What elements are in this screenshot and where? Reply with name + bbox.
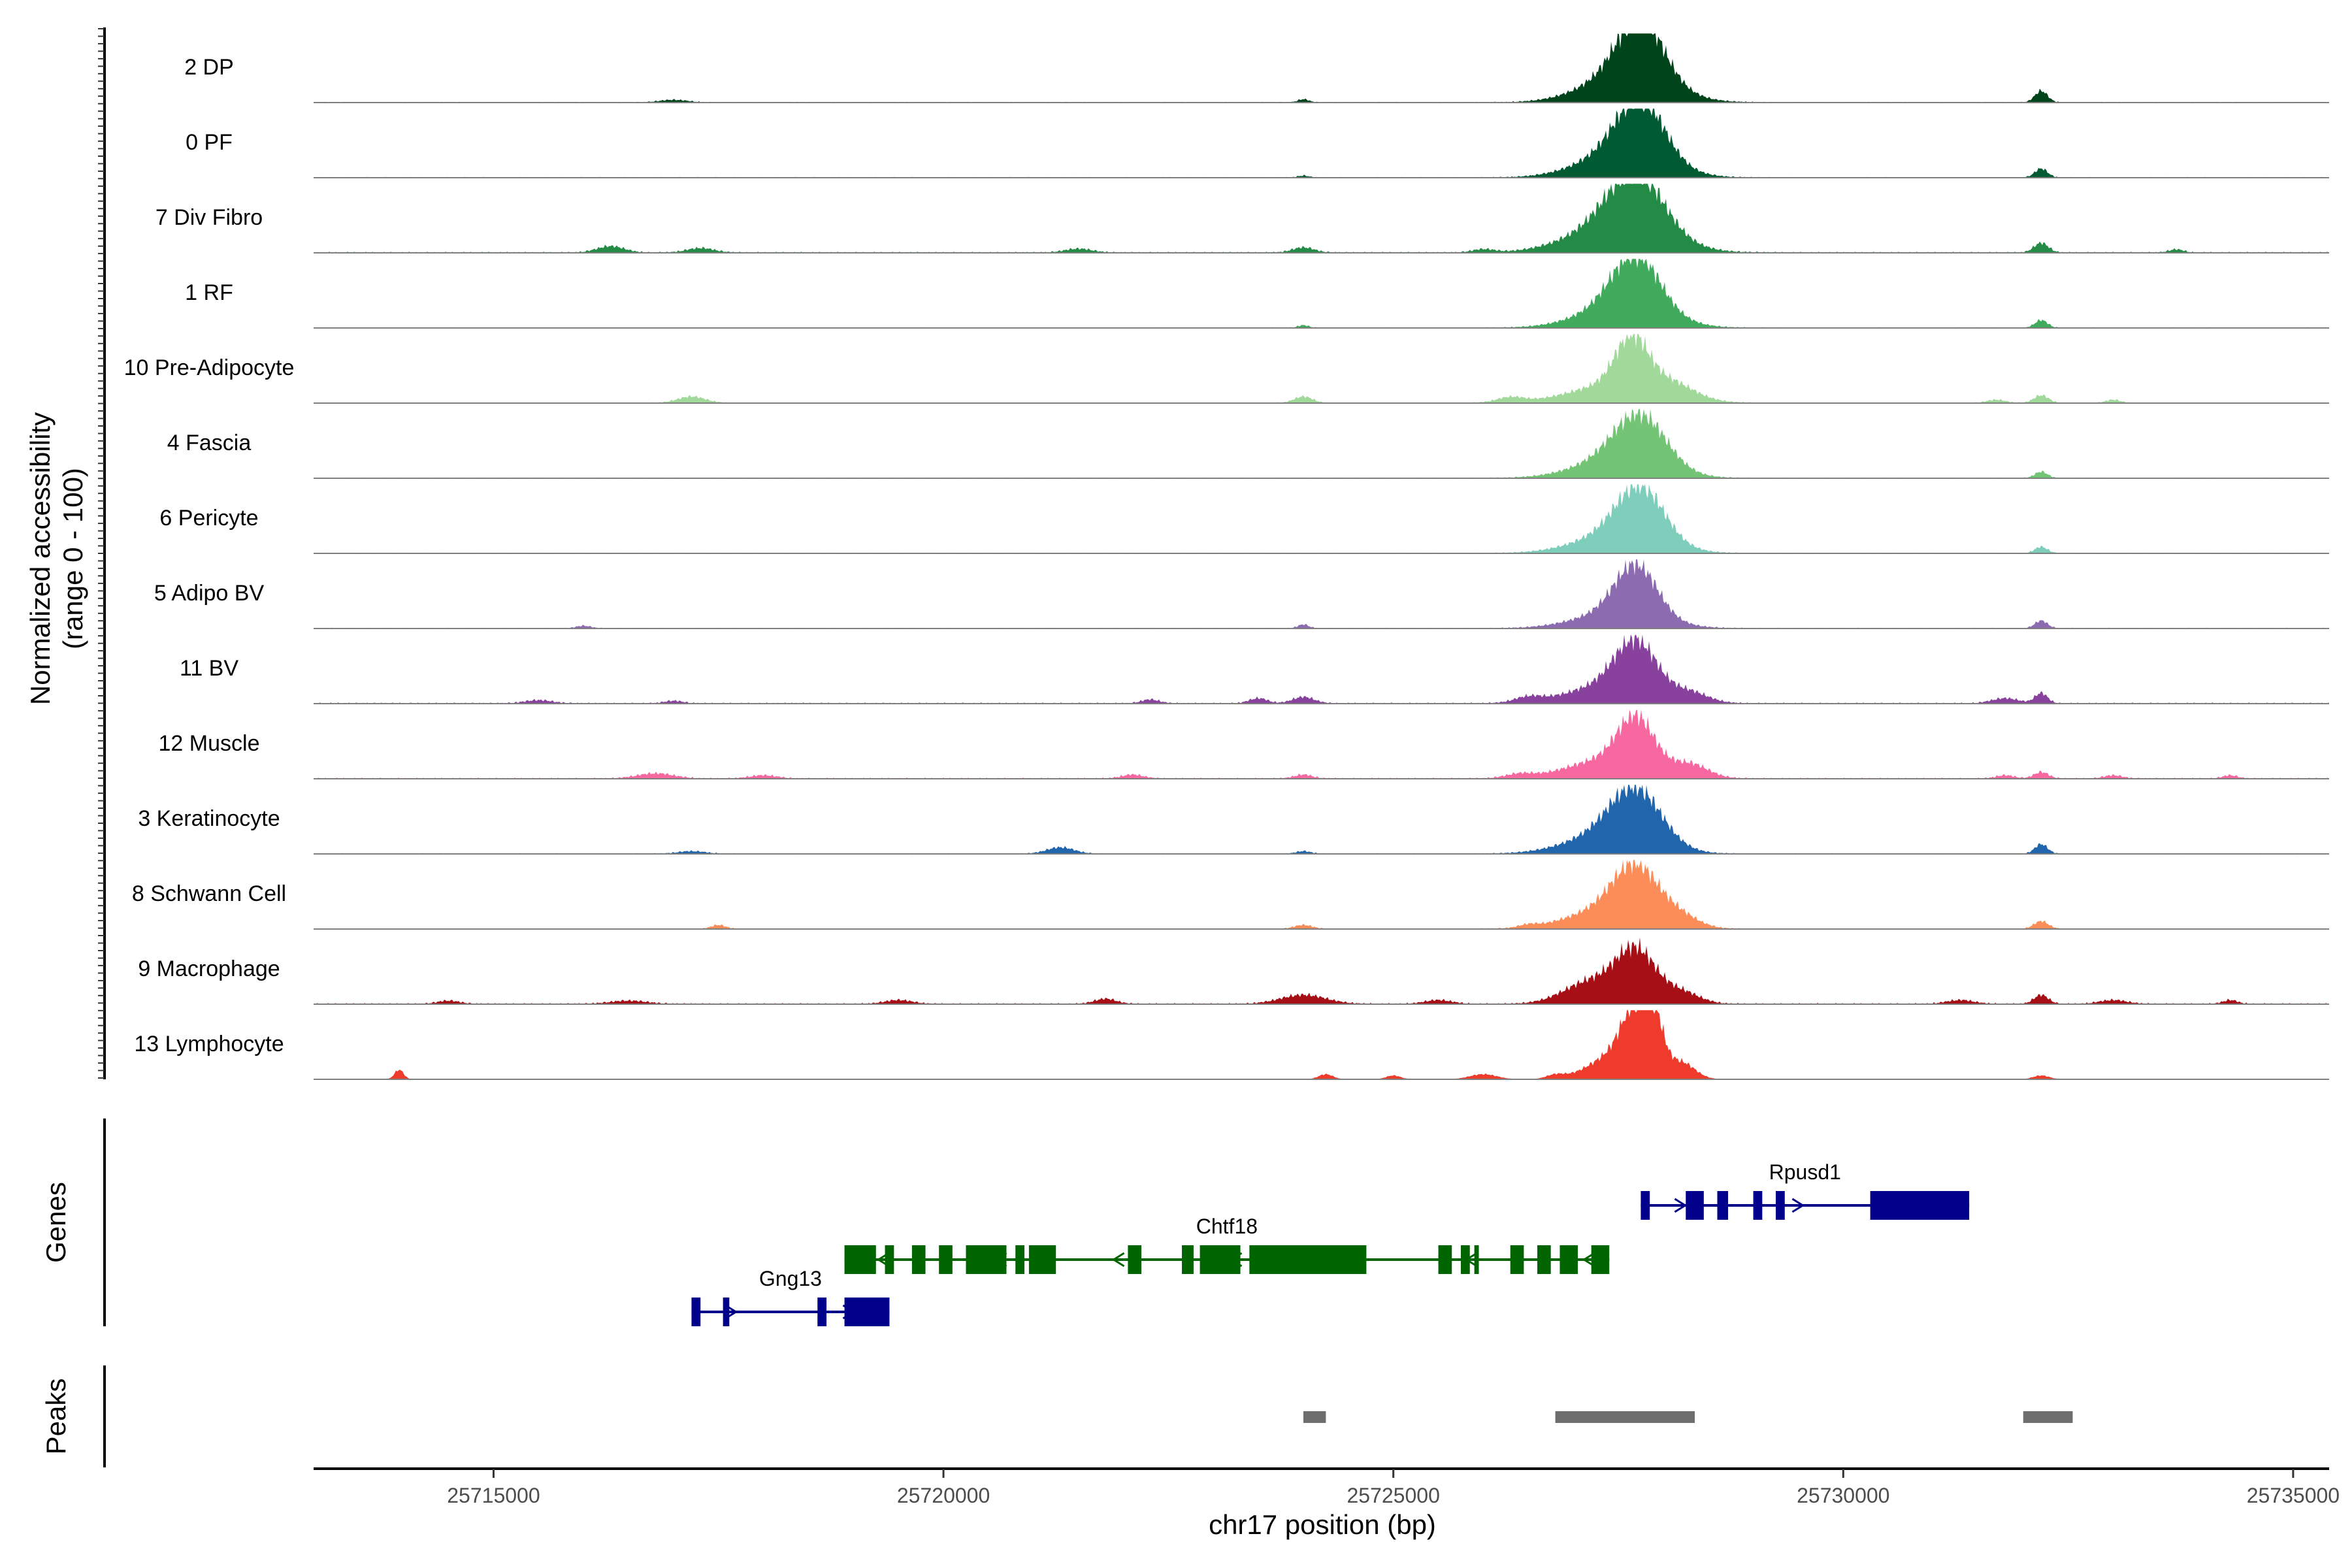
strand-chevron xyxy=(1111,1252,1125,1267)
gene-exon xyxy=(885,1245,894,1274)
track-label: 1 RF xyxy=(185,280,233,305)
peak-region-bar xyxy=(1555,1411,1695,1423)
strand-chevron xyxy=(1582,1252,1595,1267)
track-signal-area xyxy=(314,559,2329,629)
x-axis-ticks: 25715000 25720000 25725000 25730000 25735000 xyxy=(447,1469,2340,1507)
gene-exon xyxy=(1015,1245,1025,1274)
gene-exon xyxy=(1641,1191,1650,1220)
gene-exon xyxy=(844,1298,890,1326)
track-label: 9 Macrophage xyxy=(138,956,280,981)
gene-exon xyxy=(723,1298,730,1326)
track-signal-area xyxy=(314,259,2329,328)
gene-exon xyxy=(1753,1191,1763,1220)
track-label: 3 Keratinocyte xyxy=(138,806,280,831)
track-signal-area xyxy=(314,484,2329,553)
gene-models: Gng13 Chtf18 Rpusd1 xyxy=(691,1160,1970,1326)
track-label: 12 Muscle xyxy=(159,731,260,756)
track-signal-area xyxy=(314,108,2329,178)
track-3-keratinocyte: 3 Keratinocyte xyxy=(138,785,2329,855)
gene-exon xyxy=(691,1298,701,1326)
gene-exon xyxy=(1128,1245,1142,1274)
gene-label: Gng13 xyxy=(759,1267,822,1290)
x-tick-label: 25735000 xyxy=(2247,1484,2340,1507)
track-6-pericyte: 6 Pericyte xyxy=(159,484,2329,554)
gene-exon xyxy=(1438,1245,1452,1274)
track-signal-area xyxy=(314,334,2329,403)
gene-exon xyxy=(1182,1245,1194,1274)
track-label: 8 Schwann Cell xyxy=(132,881,286,906)
track-signal-area xyxy=(314,710,2329,779)
gene-chtf18: Chtf18 xyxy=(844,1215,1610,1274)
track-2-dp: 2 DP xyxy=(184,33,2329,103)
track-signal-area xyxy=(314,33,2329,103)
track-signal-area xyxy=(314,184,2329,253)
track-8-schwann-cell: 8 Schwann Cell xyxy=(132,860,2329,930)
coverage-tracks: 2 DP 0 PF 7 Div Fibro 1 RF 10 Pre-Adipocyte 4… xyxy=(124,33,2329,1080)
track-label: 11 BV xyxy=(180,656,238,681)
gene-exon xyxy=(1717,1191,1729,1220)
gene-exon xyxy=(1200,1245,1241,1274)
track-signal-area xyxy=(314,409,2329,478)
track-signal-area xyxy=(314,1010,2329,1079)
gene-exon xyxy=(817,1298,827,1326)
track-label: 5 Adipo BV xyxy=(154,581,265,606)
track-7-div-fibro: 7 Div Fibro xyxy=(155,184,2329,253)
coverage-y-axis-subtitle: (range 0 - 100) xyxy=(57,468,88,649)
track-label: 10 Pre-Adipocyte xyxy=(124,355,295,380)
gene-exon xyxy=(1686,1191,1704,1220)
track-10-pre-adipocyte: 10 Pre-Adipocyte xyxy=(124,334,2329,404)
track-label: 4 Fascia xyxy=(167,431,252,455)
x-tick-label: 25730000 xyxy=(1797,1484,1889,1507)
track-12-muscle: 12 Muscle xyxy=(159,710,2329,779)
gene-exon xyxy=(911,1245,926,1274)
gene-exon xyxy=(1510,1245,1524,1274)
coverage-y-axis-title: Normalized accessibility xyxy=(25,412,56,705)
gene-exon xyxy=(1249,1245,1367,1274)
gene-exon xyxy=(966,1245,1007,1274)
track-1-rf: 1 RF xyxy=(185,259,2329,329)
strand-chevron xyxy=(1674,1198,1688,1213)
gene-rpusd1: Rpusd1 xyxy=(1641,1160,1970,1220)
x-tick-label: 25715000 xyxy=(447,1484,540,1507)
track-label: 13 Lymphocyte xyxy=(134,1032,284,1056)
track-9-macrophage: 9 Macrophage xyxy=(138,937,2329,1005)
track-signal-area xyxy=(314,860,2329,929)
track-label: 7 Div Fibro xyxy=(155,205,263,230)
gene-exon xyxy=(1870,1191,1970,1220)
gene-exon xyxy=(1537,1245,1551,1274)
x-tick-label: 25725000 xyxy=(1347,1484,1439,1507)
track-11-bv: 11 BV xyxy=(180,634,2329,704)
track-signal-area xyxy=(314,937,2329,1004)
track-label: 0 PF xyxy=(186,130,233,155)
genes-axis-label: Genes xyxy=(41,1182,71,1263)
gene-exon xyxy=(1591,1245,1610,1274)
track-signal-area xyxy=(314,785,2329,854)
gene-exon xyxy=(1776,1191,1785,1220)
track-0-pf: 0 PF xyxy=(186,108,2329,178)
gene-exon xyxy=(844,1245,876,1274)
peaks-axis-label: Peaks xyxy=(41,1379,71,1455)
track-signal-area xyxy=(314,634,2329,704)
gene-label: Rpusd1 xyxy=(1769,1160,1841,1184)
gene-exon xyxy=(1028,1245,1056,1274)
gene-exon xyxy=(1560,1245,1578,1274)
x-axis-title: chr17 position (bp) xyxy=(1209,1509,1436,1540)
track-label: 6 Pericyte xyxy=(159,506,258,531)
gene-exon xyxy=(1460,1245,1470,1274)
x-tick-label: 25720000 xyxy=(897,1484,990,1507)
peak-region-bar xyxy=(2023,1411,2073,1423)
gene-exon xyxy=(939,1245,953,1274)
coverage-y-axis-ticks xyxy=(98,28,105,1079)
track-5-adipo-bv: 5 Adipo BV xyxy=(154,559,2329,629)
gene-exon xyxy=(1474,1245,1479,1274)
gene-gng13: Gng13 xyxy=(691,1267,890,1326)
track-4-fascia: 4 Fascia xyxy=(167,409,2329,479)
peak-regions xyxy=(1303,1411,2073,1423)
track-label: 2 DP xyxy=(184,55,234,80)
peak-region-bar xyxy=(1303,1411,1326,1423)
track-13-lymphocyte: 13 Lymphocyte xyxy=(134,1010,2329,1080)
gene-label: Chtf18 xyxy=(1196,1215,1258,1238)
strand-chevron xyxy=(1791,1198,1805,1213)
